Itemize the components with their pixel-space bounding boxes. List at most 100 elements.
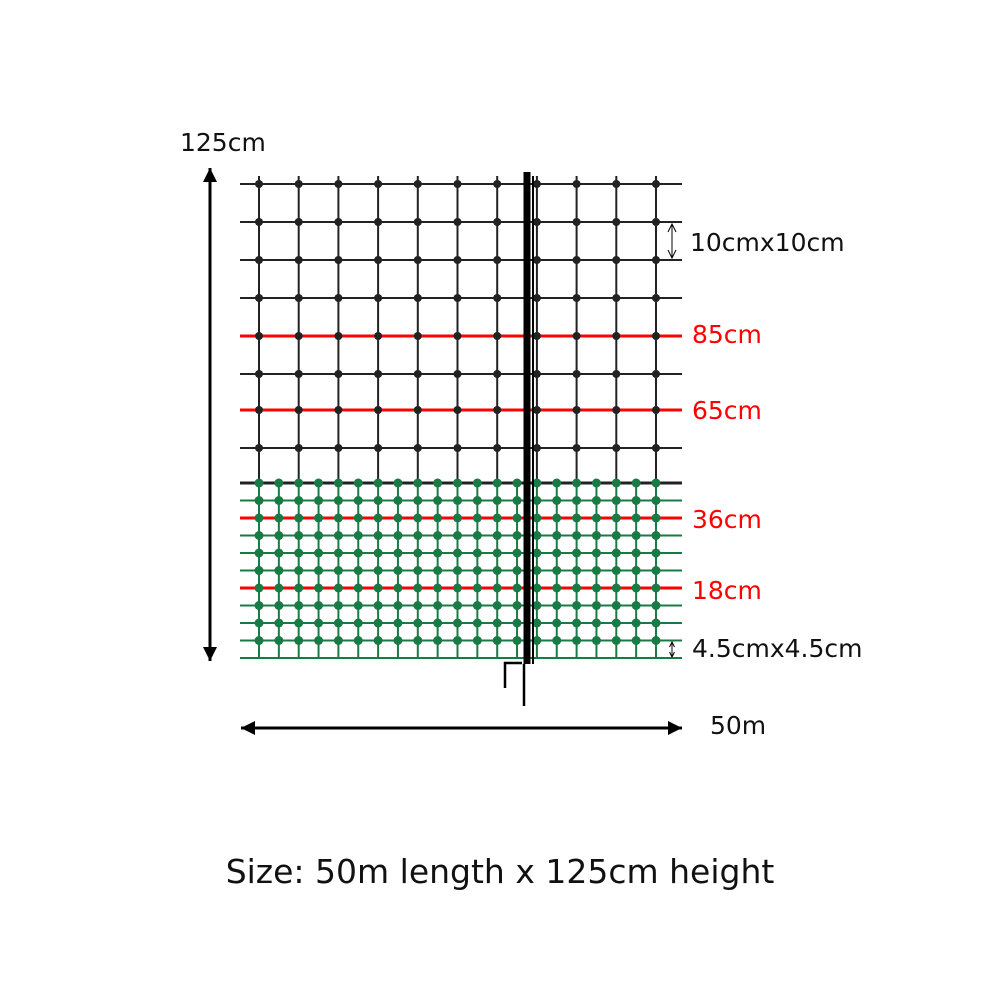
lower-mesh-knot — [591, 513, 601, 523]
upper-mesh-knot — [334, 406, 343, 414]
lower-mesh-knot — [393, 636, 403, 645]
upper-mesh-knot — [374, 332, 383, 340]
upper-mesh-knot — [493, 332, 502, 340]
lower-mesh-knot — [274, 513, 284, 523]
upper-mesh-knot — [374, 444, 383, 452]
upper-mesh-knot — [334, 294, 343, 302]
lower-mesh-knot — [254, 548, 264, 558]
lower-mesh-knot — [591, 583, 601, 593]
upper-mesh-knot — [413, 370, 422, 378]
lower-mesh-knot — [492, 548, 502, 558]
lower-mesh-knot — [373, 583, 383, 593]
upper-mesh-knot — [413, 218, 422, 226]
lower-mesh-knot — [333, 531, 343, 540]
lower-mesh-knot — [433, 548, 443, 558]
lower-mesh-knot — [333, 496, 343, 505]
lower-mesh-knot — [453, 478, 462, 488]
upper-mesh-knot — [294, 332, 303, 340]
lower-mesh-knot — [393, 513, 403, 523]
lower-mesh-knot — [274, 531, 284, 540]
lower-mesh-knot — [472, 566, 482, 575]
lower-mesh-knot — [433, 496, 443, 505]
lower-mesh-knot — [492, 513, 502, 523]
lower-mesh-knot — [333, 566, 343, 575]
lower-mesh-knot — [393, 548, 403, 558]
lower-mesh-knot — [314, 583, 324, 593]
lower-mesh-knot — [393, 601, 403, 610]
upper-mesh-knot — [612, 444, 621, 452]
lower-mesh-knot — [532, 513, 542, 523]
lower-mesh-knot — [552, 636, 562, 645]
lower-mesh-knot — [433, 583, 443, 593]
lower-mesh-knot — [254, 601, 264, 610]
upper-mesh-knot — [612, 406, 621, 414]
lower-mesh-knot — [254, 636, 264, 645]
lower-mesh-knot — [651, 618, 661, 628]
upper-mesh-knot — [334, 444, 343, 452]
upper-mesh-knot — [572, 180, 581, 188]
large-mesh-arrow-head — [667, 249, 677, 260]
lower-mesh-knot — [472, 531, 482, 540]
upper-mesh-knot — [453, 256, 462, 264]
upper-mesh-knot — [294, 406, 303, 414]
lower-mesh-knot — [453, 496, 462, 505]
lower-mesh-knot — [651, 636, 661, 645]
lower-mesh-knot — [591, 566, 601, 575]
lower-mesh-knot — [314, 618, 324, 628]
upper-mesh-knot — [413, 294, 422, 302]
lower-mesh-knot — [512, 583, 522, 593]
lower-mesh-knot — [552, 548, 562, 558]
upper-mesh-knot — [652, 370, 660, 378]
lower-mesh-knot — [413, 531, 423, 540]
lower-mesh-knot — [294, 478, 304, 488]
lower-mesh-knot — [552, 601, 562, 610]
upper-mesh-knot — [532, 370, 541, 378]
lower-mesh-knot — [373, 601, 383, 610]
lower-mesh-knot — [651, 513, 661, 523]
upper-mesh-knot — [572, 406, 581, 414]
lower-mesh-knot — [413, 496, 423, 505]
lower-mesh-knot — [472, 601, 482, 610]
lower-mesh-knot — [274, 583, 284, 593]
lower-mesh-knot — [552, 478, 562, 488]
lower-mesh-knot — [453, 583, 462, 593]
upper-mesh-knot — [453, 444, 462, 452]
upper-mesh-knot — [572, 370, 581, 378]
upper-mesh-knot — [294, 444, 303, 452]
upper-mesh-knot — [652, 218, 660, 226]
upper-mesh-knot — [612, 256, 621, 264]
small-mesh-label: 4.5cmx4.5cm — [692, 634, 863, 663]
height-arrow-head — [203, 647, 217, 661]
lower-mesh-knot — [552, 566, 562, 575]
lower-mesh-knot — [532, 548, 542, 558]
lower-mesh-knot — [274, 566, 284, 575]
lower-mesh-knot — [532, 478, 542, 488]
wire-36-label: 36cm — [692, 505, 762, 534]
lower-mesh-knot — [433, 566, 443, 575]
lower-mesh-knot — [631, 513, 641, 523]
upper-mesh-knot — [532, 332, 541, 340]
lower-mesh-knot — [314, 496, 324, 505]
large-mesh-label: 10cmx10cm — [690, 228, 845, 257]
lower-mesh-knot — [254, 583, 264, 593]
upper-mesh-knot — [652, 180, 660, 188]
lower-mesh-knot — [254, 531, 264, 540]
lower-mesh-knot — [314, 478, 324, 488]
upper-mesh-knot — [493, 294, 502, 302]
upper-mesh-knot — [255, 444, 263, 452]
lower-mesh-knot — [254, 618, 264, 628]
lower-mesh-knot — [472, 478, 482, 488]
lower-mesh-knot — [591, 601, 601, 610]
lower-mesh-knot — [572, 513, 582, 523]
upper-mesh-knot — [453, 406, 462, 414]
large-mesh-arrow-head — [667, 222, 677, 233]
lower-mesh-knot — [453, 601, 462, 610]
upper-mesh-knot — [413, 444, 422, 452]
lower-mesh-knot — [492, 496, 502, 505]
lower-mesh-knot — [314, 636, 324, 645]
lower-mesh-knot — [631, 601, 641, 610]
upper-mesh-knot — [374, 256, 383, 264]
lower-mesh-knot — [413, 636, 423, 645]
small-mesh-arrow-head — [669, 640, 675, 648]
lower-mesh-knot — [651, 583, 661, 593]
